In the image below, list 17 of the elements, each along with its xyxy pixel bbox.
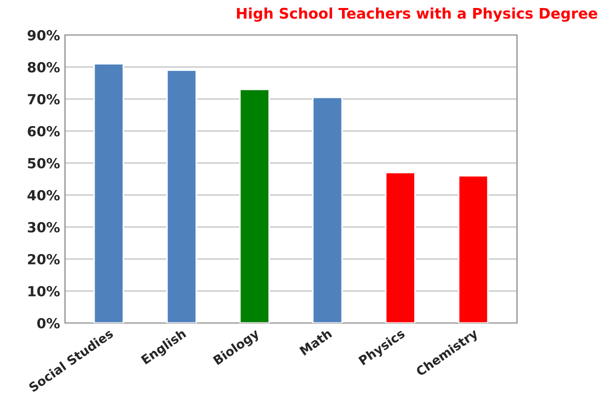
y-tick-label: 90% xyxy=(28,30,60,40)
y-tick-label: 80% xyxy=(28,62,60,72)
bar xyxy=(458,175,489,323)
y-tick-label: 30% xyxy=(28,222,60,232)
y-tick-label: 70% xyxy=(28,94,60,104)
bar xyxy=(312,96,343,323)
y-tick-label: 0% xyxy=(37,318,60,328)
y-tick-label: 10% xyxy=(28,286,60,296)
y-tick-label: 40% xyxy=(28,190,60,200)
chart-title: High School Teachers with a Physics Degree xyxy=(236,8,598,22)
y-tick-label: 60% xyxy=(28,126,60,136)
bar xyxy=(239,88,270,323)
bar xyxy=(385,172,416,323)
y-tick-label: 50% xyxy=(28,158,60,168)
bar xyxy=(93,63,124,323)
y-tick-label: 20% xyxy=(28,254,60,264)
bar xyxy=(166,70,197,323)
